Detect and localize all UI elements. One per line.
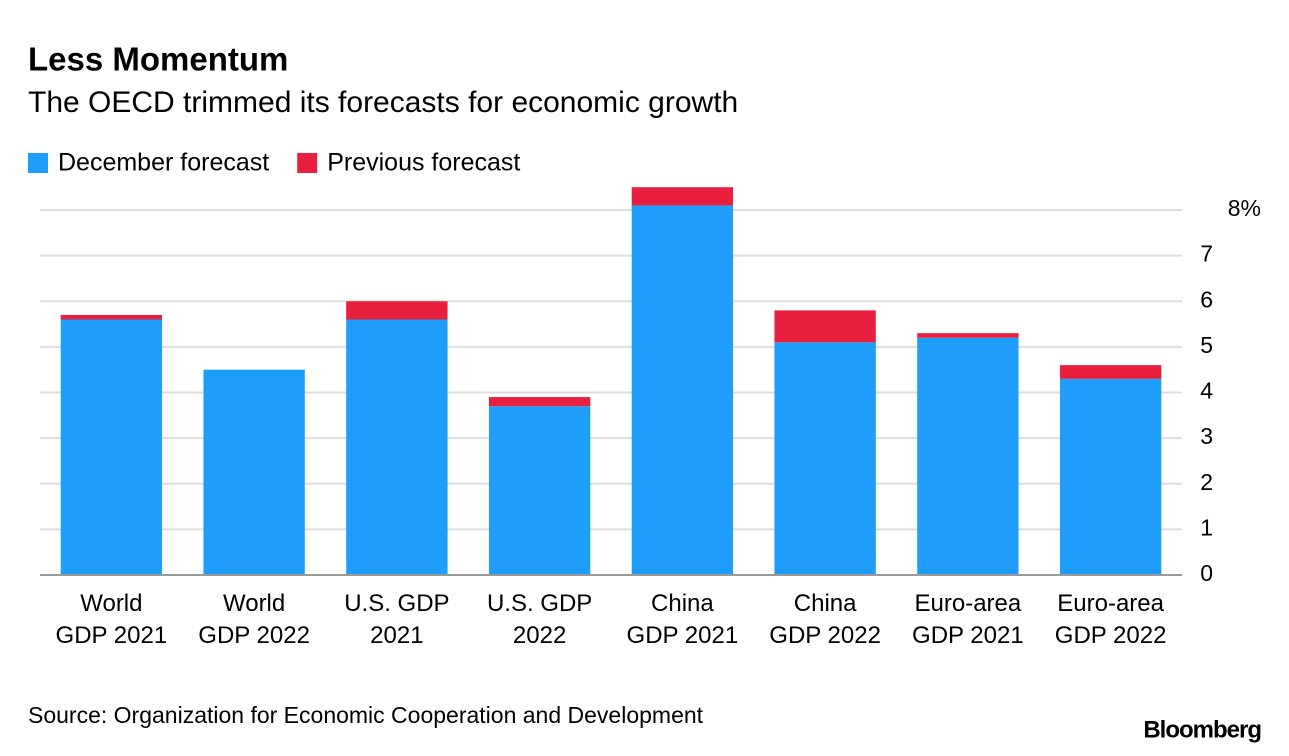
bar-segment bbox=[774, 342, 876, 575]
bar-segment bbox=[60, 319, 163, 575]
x-tick-label: World GDP 2022 bbox=[198, 590, 310, 649]
brand: Bloomberg bbox=[1143, 716, 1261, 743]
bar-segment bbox=[917, 337, 1019, 575]
y-tick-label: 8% bbox=[1228, 195, 1261, 221]
bar-segment bbox=[1059, 378, 1162, 575]
bar-segment bbox=[346, 319, 448, 575]
bar-segment bbox=[346, 301, 448, 320]
chart-title: Less Momentum bbox=[28, 41, 288, 78]
bar-segment bbox=[1059, 365, 1162, 379]
x-tick-label: World GDP 2021 bbox=[55, 590, 168, 649]
bar-segment bbox=[60, 314, 163, 320]
bar-segment bbox=[631, 187, 734, 206]
y-tick-label: 0 bbox=[1200, 560, 1213, 586]
legend-label: Previous forecast bbox=[327, 149, 520, 177]
bar-segment bbox=[488, 406, 591, 575]
legend-label: December forecast bbox=[58, 149, 269, 177]
source: Source: Organization for Economic Cooper… bbox=[28, 702, 704, 728]
x-tick-label: Euro-area GDP 2022 bbox=[1054, 590, 1167, 649]
legend-swatch bbox=[297, 153, 318, 173]
y-tick-label: 5 bbox=[1200, 332, 1213, 358]
y-tick-label: 4 bbox=[1200, 378, 1213, 404]
x-tick-label: Euro-area GDP 2021 bbox=[912, 590, 1024, 649]
y-tick-label: 1 bbox=[1200, 514, 1213, 540]
x-tick-label: China GDP 2021 bbox=[626, 590, 739, 649]
y-tick-label: 3 bbox=[1200, 423, 1213, 449]
y-tick-label: 2 bbox=[1200, 469, 1213, 495]
x-tick-label: China GDP 2022 bbox=[769, 590, 881, 649]
bar-segment bbox=[488, 397, 591, 407]
bar-segment bbox=[203, 369, 305, 575]
bar-segment bbox=[774, 310, 876, 343]
y-tick-label: 6 bbox=[1200, 286, 1213, 312]
y-tick-label: 7 bbox=[1200, 241, 1213, 267]
x-tick-label: U.S. GDP 2021 bbox=[344, 590, 450, 649]
legend-swatch bbox=[28, 153, 48, 173]
chart-subtitle: The OECD trimmed its forecasts for econo… bbox=[28, 86, 738, 119]
x-tick-label: U.S. GDP 2022 bbox=[486, 590, 593, 649]
bar-segment bbox=[631, 205, 734, 575]
bar-segment bbox=[917, 333, 1019, 338]
